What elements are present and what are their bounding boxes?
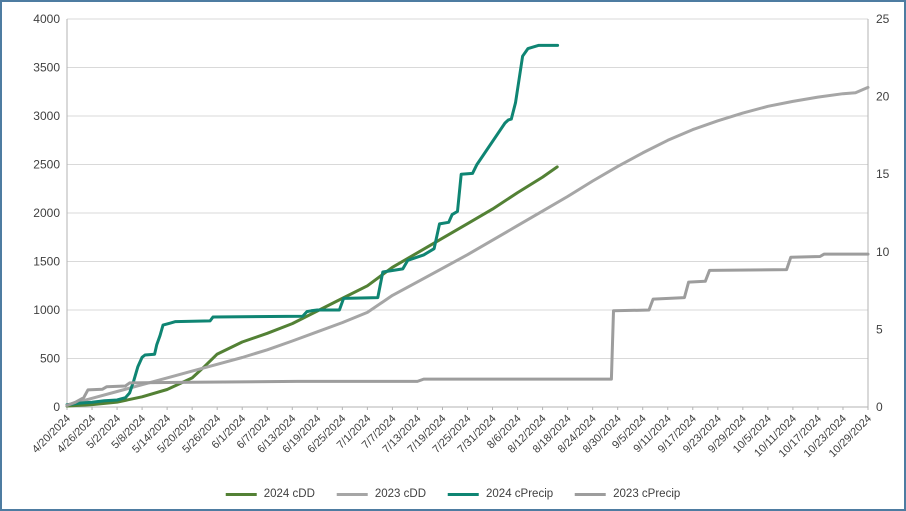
plot-border	[66, 19, 869, 410]
legend-label: 2024 cPrecip	[486, 488, 554, 500]
legend-item-2023-cdd: 2023 cDD	[336, 488, 427, 500]
y-axis-left-tick-label: 3500	[33, 61, 60, 75]
y-axis-left-tick-label: 1500	[33, 255, 60, 269]
legend-item-2024-cdd: 2024 cDD	[225, 488, 315, 500]
series-line-2023-cprecip	[65, 252, 870, 407]
y-axis-left-tick-label: 1000	[33, 303, 60, 317]
y-axis-right-tick-label: 15	[876, 167, 890, 181]
y-axis-right-tick-label: 10	[876, 245, 890, 259]
legend-swatch	[225, 492, 257, 496]
series-line-2024-cdd	[65, 165, 559, 408]
legend-label: 2023 cPrecip	[613, 488, 681, 500]
gridlines	[67, 18, 868, 408]
y-axis-right-tick-label: 0	[876, 400, 883, 414]
y-axis-right-labels: 0 5 10 15 20 25	[876, 12, 890, 414]
legend-label: 2024 cDD	[263, 488, 315, 500]
x-axis-labels: 4/20/20244/26/20245/2/20245/8/20245/14/2…	[30, 413, 874, 460]
y-axis-left-tick-label: 3000	[33, 109, 60, 123]
legend-item-2024-cprecip: 2024 cPrecip	[448, 488, 553, 500]
y-axis-left-tick-label: 500	[40, 352, 60, 366]
legend-swatch	[336, 492, 368, 496]
legend-swatch	[575, 492, 607, 496]
y-axis-right-tick-label: 20	[876, 90, 890, 104]
series-line-2024-cprecip	[65, 43, 560, 407]
y-axis-left-tick-label: 4000	[33, 12, 60, 26]
legend-item-2023-cprecip: 2023 cPrecip	[575, 488, 680, 500]
legend-label: 2023 cDD	[374, 488, 427, 500]
series-lines	[65, 43, 870, 408]
y-axis-left-labels: 0 500 1000 1500 2000 2500 3000 3500 4000	[33, 12, 60, 414]
y-axis-left-tick-label: 0	[53, 400, 60, 414]
legend-swatch	[448, 492, 480, 496]
y-axis-left-tick-label: 2000	[33, 206, 60, 220]
legend: 2024 cDD 2023 cDD 2024 cPrecip 2023 cPrecip	[225, 488, 680, 500]
y-axis-left-tick-label: 2500	[33, 158, 60, 172]
series-line-2023-cdd	[65, 85, 870, 407]
y-axis-right-tick-label: 25	[876, 12, 890, 26]
y-axis-right-tick-label: 5	[876, 322, 883, 336]
